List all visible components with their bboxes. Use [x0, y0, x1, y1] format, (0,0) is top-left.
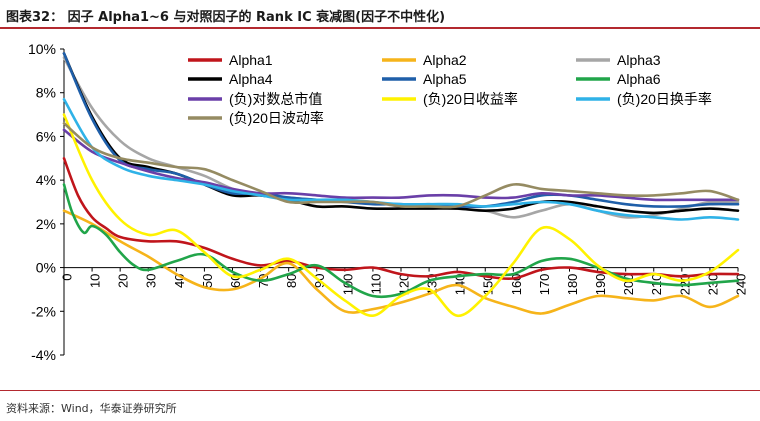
line-chart: -4%-2%0%2%4%6%8%10%0 10 20 30 40 50 60 70 80 90 10… — [28, 41, 748, 363]
y-tick-label: -4% — [31, 347, 56, 363]
x-tick-label: 110 — [368, 274, 383, 295]
x-tick-label: 20 — [116, 274, 131, 288]
y-tick-label: 4% — [36, 172, 56, 188]
y-tick-label: 10% — [28, 41, 56, 57]
y-tick-label: -2% — [31, 303, 56, 319]
legend-label-6: Alpha6 — [617, 71, 661, 87]
x-tick-label: 240 — [733, 274, 748, 296]
y-tick-label: 0% — [36, 260, 56, 276]
y-tick-label: 8% — [36, 85, 56, 101]
legend-label-1: Alpha1 — [229, 52, 273, 68]
x-tick-label: 190 — [593, 274, 608, 296]
legend-label-10: (负)20日波动率 — [229, 110, 324, 126]
legend-label-3: Alpha3 — [617, 52, 661, 68]
x-tick-label: 170 — [537, 274, 552, 296]
footer-divider — [0, 390, 760, 391]
x-tick-label: 30 — [144, 274, 159, 288]
legend-label-5: Alpha5 — [423, 71, 467, 87]
legend-label-8: (负)20日收益率 — [423, 91, 518, 107]
legend-label-2: Alpha2 — [423, 52, 467, 68]
x-tick-label: 50 — [200, 274, 215, 288]
legend-label-7: (负)对数总市值 — [229, 91, 322, 107]
x-tick-label: 180 — [565, 274, 580, 296]
series-line-1 — [62, 157, 740, 281]
series-line-2 — [62, 209, 740, 315]
x-tick-label: 230 — [705, 274, 720, 296]
legend-label-4: Alpha4 — [229, 71, 273, 87]
chart-title: 图表32： 因子 Alpha1~6 与对照因子的 Rank IC 衰减图(因子不… — [6, 10, 446, 25]
x-tick-label: 80 — [284, 274, 299, 288]
title-divider — [0, 27, 760, 29]
chart-area: -4% -2% 0% 2% 4% 6% 8% 10% 0 10 20 30 40 50 60 70 80 90 10… — [0, 30, 760, 385]
y-tick-label: 6% — [36, 128, 56, 144]
series-line-8 — [62, 113, 740, 318]
series-line-9 — [62, 98, 740, 221]
y-tick-label: 2% — [36, 216, 56, 232]
series-line-10 — [62, 122, 740, 209]
source-note: 资料来源：Wind，华泰证券研究所 — [6, 402, 177, 415]
x-tick-label: 10 — [88, 274, 103, 288]
x-tick-label: 0 — [59, 274, 74, 281]
title-bar: 图表32： 因子 Alpha1~6 与对照因子的 Rank IC 衰减图(因子不… — [0, 0, 760, 30]
legend-label-9: (负)20日换手率 — [617, 91, 712, 107]
series-line-7 — [62, 128, 740, 202]
